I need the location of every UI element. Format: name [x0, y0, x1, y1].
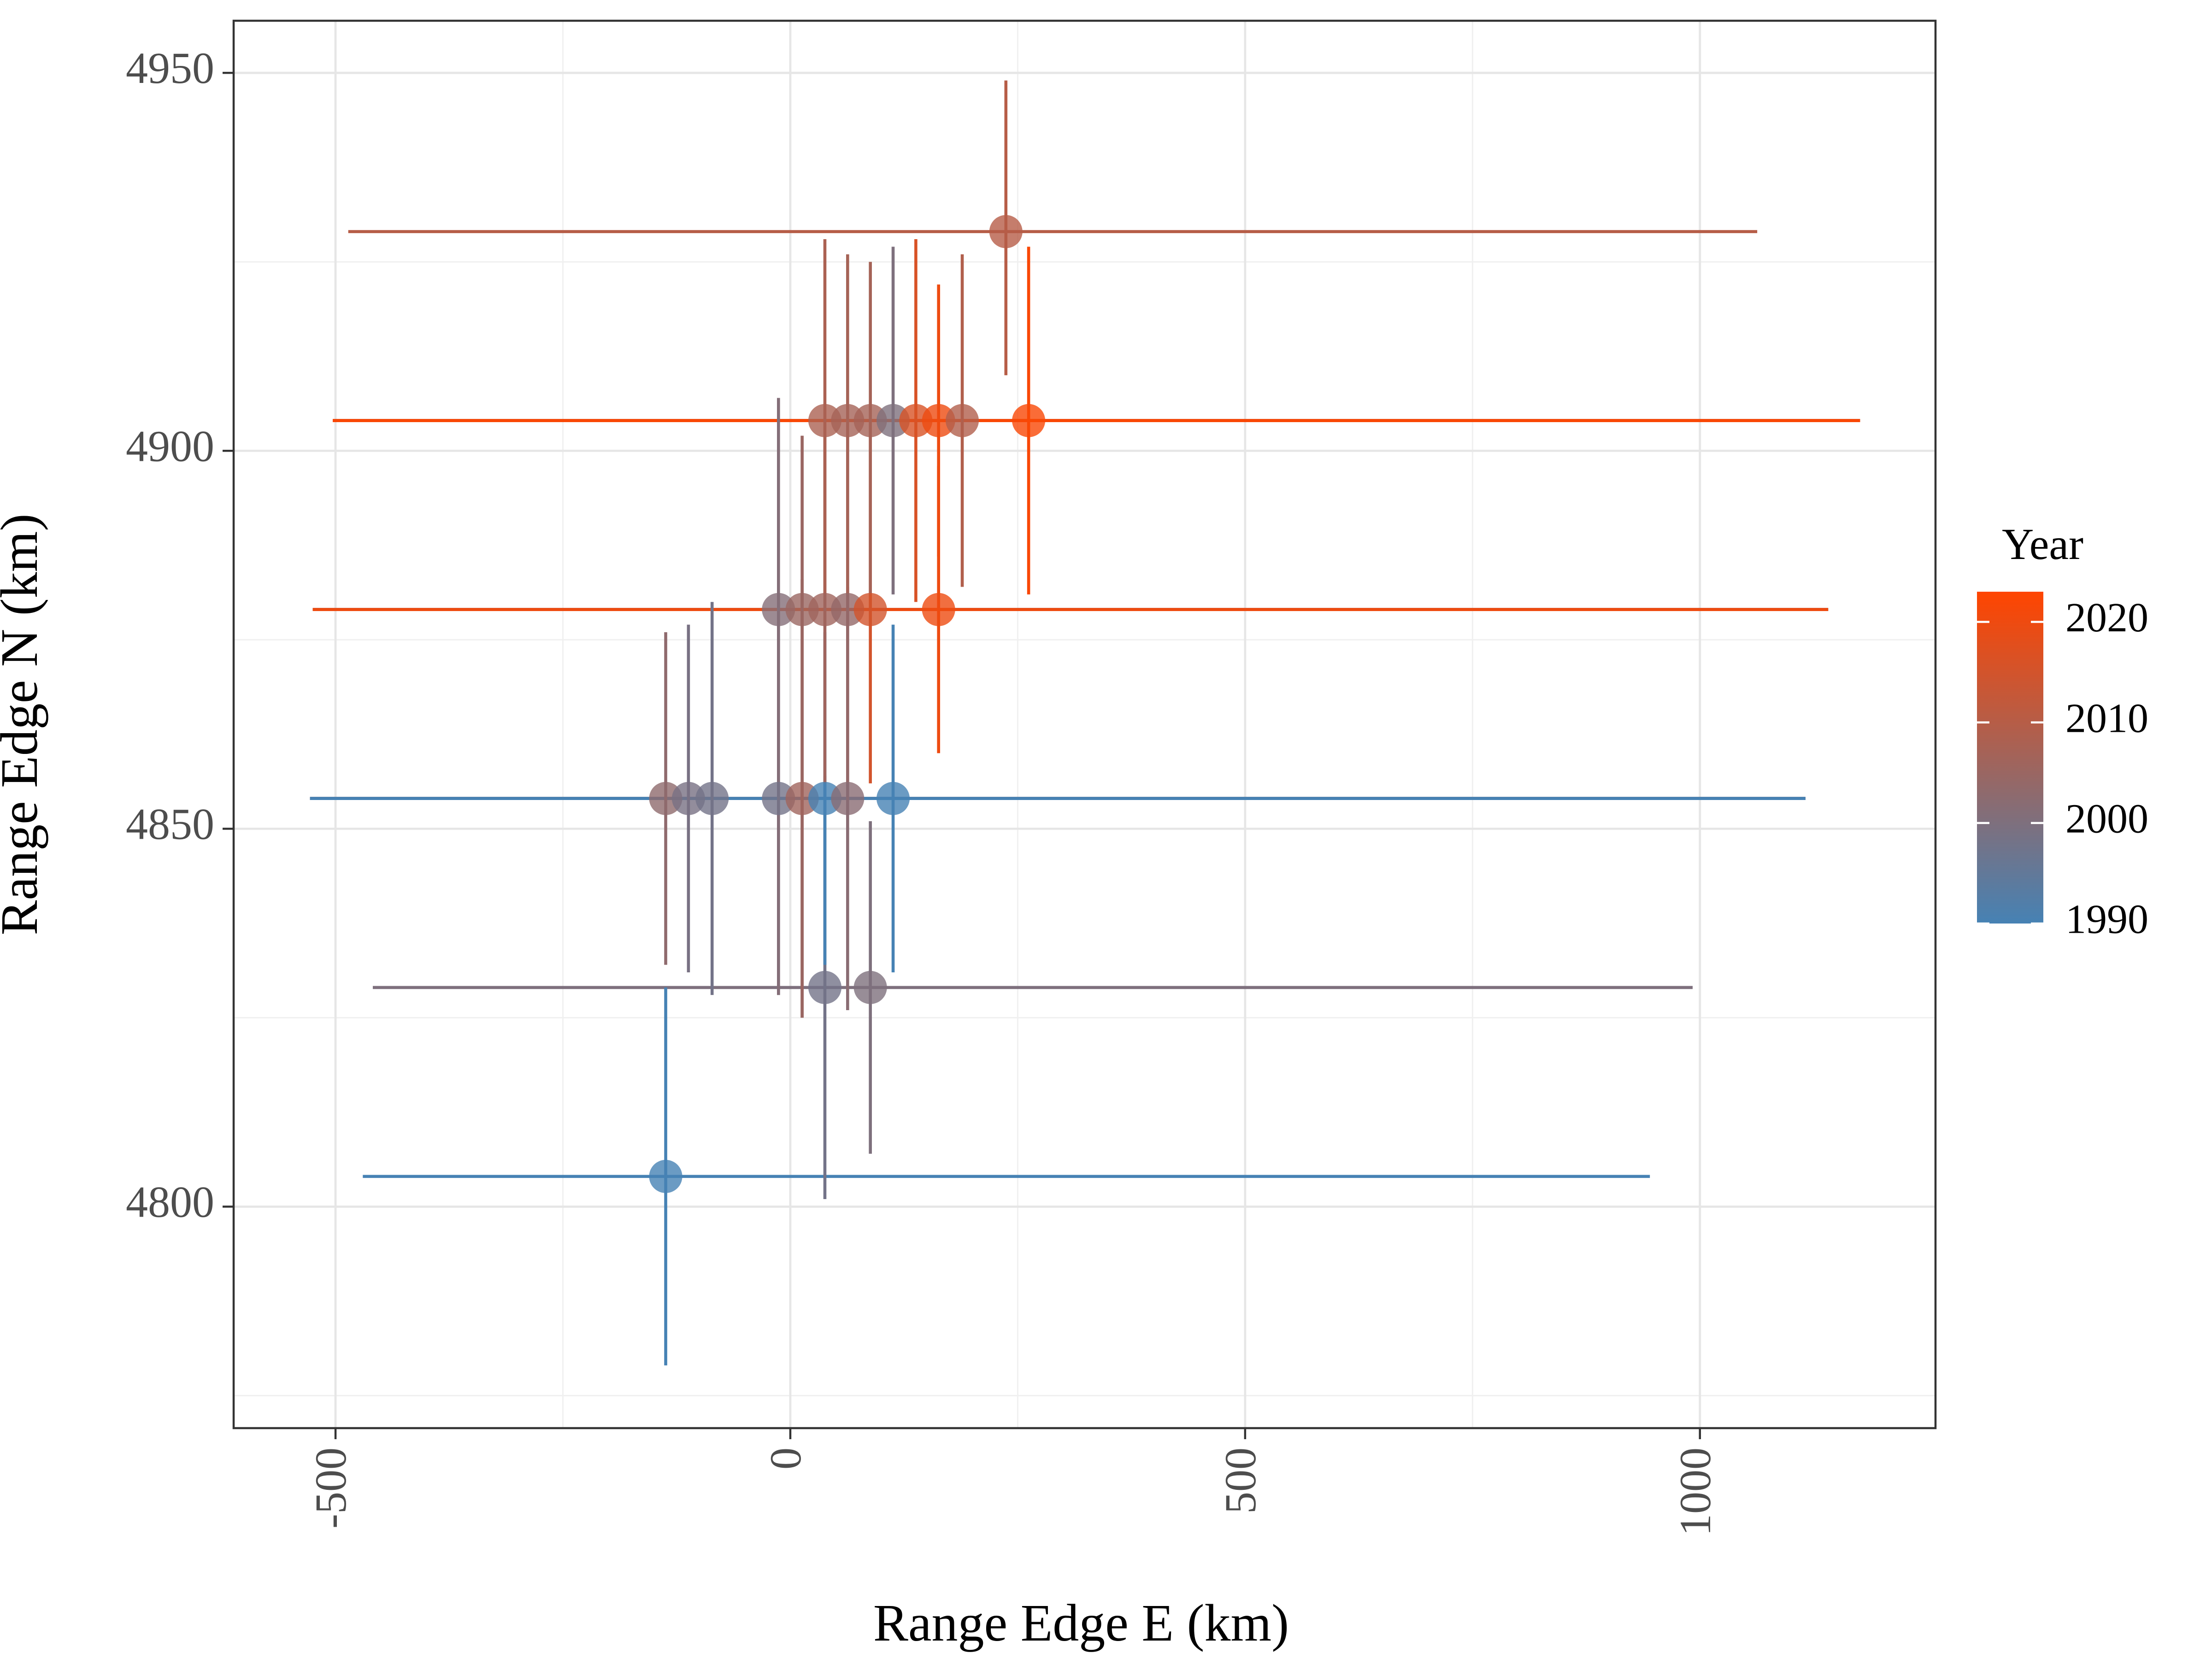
point — [671, 782, 705, 815]
y-tick-label: 4850 — [126, 799, 214, 848]
y-axis-title: Range Edge N (km) — [0, 514, 48, 935]
legend-label: 1990 — [2065, 897, 2148, 942]
point — [899, 404, 933, 437]
legend-title: Year — [2002, 519, 2083, 569]
point — [808, 782, 841, 815]
point — [695, 782, 729, 815]
point — [831, 593, 865, 626]
point — [1012, 404, 1046, 437]
point — [808, 404, 841, 437]
point — [853, 404, 887, 437]
point — [762, 782, 795, 815]
point — [831, 782, 865, 815]
legend-label: 2020 — [2065, 595, 2148, 641]
point — [853, 593, 887, 626]
point — [762, 593, 795, 626]
point — [922, 404, 955, 437]
colorbar — [1977, 592, 2043, 924]
point — [922, 593, 955, 626]
legend-label: 2000 — [2065, 796, 2148, 841]
point — [785, 782, 819, 815]
x-tick-label: 0 — [761, 1447, 810, 1470]
plot-border — [232, 19, 1937, 1430]
y-tick-label: 4950 — [126, 43, 214, 93]
y-tick-label: 4900 — [126, 421, 214, 471]
point — [785, 593, 819, 626]
y-tick-label: 4800 — [126, 1177, 214, 1226]
legend-label: 2010 — [2065, 695, 2148, 741]
point — [808, 971, 841, 1004]
x-axis-title: Range Edge E (km) — [873, 1594, 1289, 1652]
point — [946, 404, 979, 437]
point — [649, 1159, 682, 1193]
point — [989, 215, 1023, 248]
point — [877, 782, 910, 815]
x-tick-label: 500 — [1216, 1447, 1265, 1514]
point — [877, 404, 910, 437]
x-tick-label: -500 — [306, 1447, 355, 1529]
point — [649, 782, 682, 815]
x-tick-label: 1000 — [1671, 1447, 1720, 1536]
point — [853, 971, 887, 1004]
point — [831, 404, 865, 437]
point — [808, 593, 841, 626]
